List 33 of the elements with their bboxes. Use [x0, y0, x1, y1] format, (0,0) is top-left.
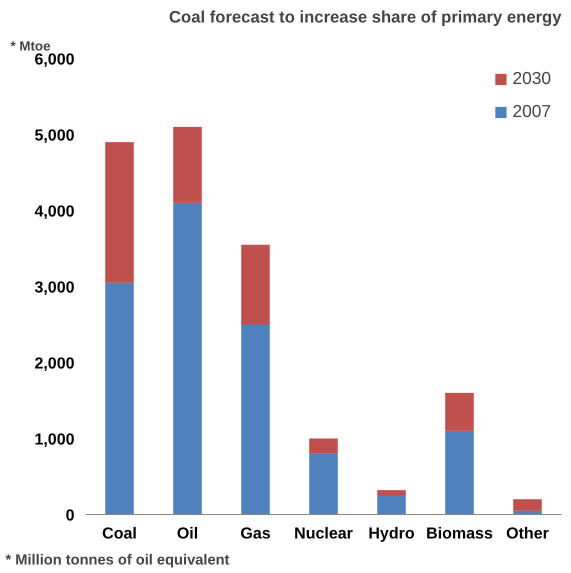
y-tick-label: 4,000	[34, 204, 75, 220]
bar	[105, 282, 134, 514]
bar	[241, 324, 270, 514]
bar	[377, 496, 406, 514]
bar	[513, 510, 542, 514]
chart-title: Coal forecast to increase share of primary energy	[168, 8, 562, 26]
y-tick-label: 5,000	[34, 128, 75, 144]
bar	[105, 142, 134, 283]
bar	[173, 202, 202, 514]
x-tick-label: Gas	[240, 526, 271, 542]
y-tick-label: 3,000	[34, 280, 75, 296]
bar	[445, 430, 474, 514]
x-tick-label: Hydro	[368, 526, 415, 542]
x-tick-label: Biomass	[426, 526, 493, 542]
bar	[173, 126, 202, 203]
y-tick-label: 6,000	[34, 52, 75, 68]
bar	[241, 244, 270, 324]
x-tick-label: Nuclear	[294, 526, 353, 542]
bar	[445, 392, 474, 431]
bar	[377, 490, 406, 496]
y-axis-title: * Mtoe	[10, 38, 50, 54]
x-tick-label: Oil	[176, 526, 198, 542]
bar	[309, 454, 338, 514]
y-tick-label: 1,000	[34, 432, 75, 448]
y-tick-label: 0	[66, 508, 75, 524]
legend-label: 2030	[512, 68, 551, 89]
bar	[309, 438, 338, 454]
text: * Million tonnes of oil equivalent	[6, 552, 230, 568]
x-tick-label: Other	[506, 526, 549, 542]
x-tick-label: Coal	[102, 526, 137, 542]
legend-label: 2007	[512, 101, 551, 122]
bar	[513, 499, 542, 511]
y-tick-label: 2,000	[34, 356, 75, 372]
